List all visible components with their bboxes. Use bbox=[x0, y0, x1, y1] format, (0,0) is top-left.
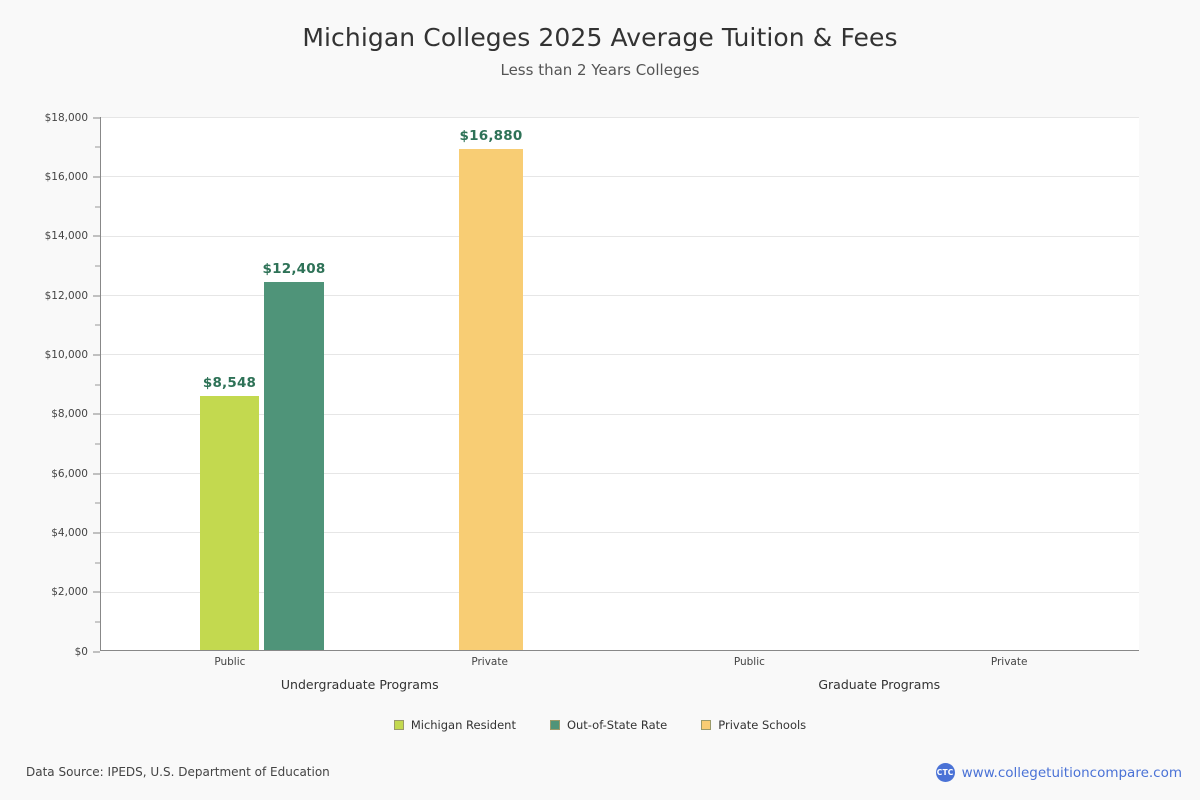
y-tick-mark bbox=[93, 591, 100, 593]
y-tick-mark bbox=[93, 235, 100, 237]
x-group-label: Undergraduate Programs bbox=[280, 677, 439, 692]
brand-footer[interactable]: CTC www.collegetuitioncompare.com bbox=[935, 763, 1182, 782]
y-tick-mark bbox=[93, 651, 100, 652]
gridline bbox=[101, 591, 1139, 593]
y-minor-tick-mark bbox=[95, 324, 100, 326]
legend-swatch-icon bbox=[701, 720, 712, 730]
y-axis: $0 $2,000 $4,000 $6,000 $8,000 $10,000 $12,000… bbox=[0, 112, 100, 658]
y-tick-label: $6,000 bbox=[51, 467, 88, 480]
y-tick-mark bbox=[93, 117, 100, 118]
y-minor-tick-mark bbox=[95, 562, 100, 563]
y-tick-label: $8,000 bbox=[51, 408, 88, 421]
gridline bbox=[101, 473, 1139, 474]
chart-header: Michigan Colleges 2025 Average Tuition &… bbox=[0, 0, 1200, 79]
legend-item[interactable]: Michigan Resident bbox=[393, 718, 516, 732]
x-tick-label: Private bbox=[990, 656, 1028, 668]
y-tick-mark bbox=[93, 413, 100, 415]
y-tick-mark bbox=[93, 295, 100, 296]
legend-swatch-icon bbox=[393, 720, 404, 730]
y-minor-tick-mark bbox=[95, 206, 100, 207]
gridline bbox=[101, 117, 1139, 118]
y-tick-label: $0 bbox=[74, 645, 88, 658]
legend-item[interactable]: Private Schools bbox=[701, 718, 806, 732]
y-tick-label: $2,000 bbox=[51, 586, 88, 599]
chart-subtitle: Less than 2 Years Colleges bbox=[500, 60, 700, 79]
y-tick-mark bbox=[93, 176, 100, 178]
brand-url-link[interactable]: www.collegetuitioncompare.com bbox=[961, 764, 1182, 781]
x-tick-label: Public bbox=[733, 656, 765, 668]
x-tick-label: Private bbox=[471, 656, 508, 668]
x-tick-label: Public bbox=[214, 656, 246, 668]
gridline bbox=[101, 532, 1139, 534]
gridline bbox=[101, 295, 1139, 296]
y-minor-tick-mark bbox=[95, 502, 100, 504]
y-minor-tick-mark bbox=[95, 265, 100, 267]
bar-value-label: $12,408 bbox=[262, 260, 326, 277]
bar-value-label: $8,548 bbox=[202, 375, 257, 392]
y-tick-label: $4,000 bbox=[51, 526, 88, 539]
legend-label: Michigan Resident bbox=[410, 718, 516, 732]
chart-legend: Michigan Resident Out-of-State Rate Privat… bbox=[0, 718, 1200, 732]
y-minor-tick-mark bbox=[95, 384, 100, 385]
chart-title: Michigan Colleges 2025 Average Tuition &… bbox=[302, 23, 898, 52]
y-minor-tick-mark bbox=[95, 146, 100, 148]
x-group-label: Graduate Programs bbox=[818, 677, 941, 692]
y-tick-mark bbox=[93, 354, 100, 356]
plot-area: $8,548 $12,408 $16,880 bbox=[100, 117, 1139, 651]
y-tick-label: $14,000 bbox=[44, 230, 88, 243]
legend-label: Private Schools bbox=[718, 718, 807, 732]
bar[interactable] bbox=[459, 149, 523, 650]
y-tick-mark bbox=[93, 473, 100, 474]
gridline bbox=[101, 176, 1139, 178]
gridline bbox=[101, 354, 1139, 356]
legend-item[interactable]: Out-of-State Rate bbox=[549, 718, 668, 732]
y-tick-label: $12,000 bbox=[44, 289, 88, 302]
y-tick-label: $16,000 bbox=[44, 170, 88, 183]
data-source-note: Data Source: IPEDS, U.S. Department of E… bbox=[26, 765, 330, 779]
bar[interactable] bbox=[200, 396, 259, 650]
gridline bbox=[101, 413, 1139, 415]
ctc-logo-icon: CTC bbox=[935, 763, 955, 782]
gridline bbox=[101, 235, 1139, 237]
y-tick-label: $18,000 bbox=[44, 111, 88, 124]
y-tick-label: $10,000 bbox=[44, 348, 88, 361]
legend-label: Out-of-State Rate bbox=[566, 718, 668, 732]
y-tick-mark bbox=[93, 532, 100, 534]
y-minor-tick-mark bbox=[95, 621, 100, 623]
bar-value-label: $16,880 bbox=[459, 128, 523, 145]
legend-swatch-icon bbox=[549, 720, 560, 730]
y-minor-tick-mark bbox=[95, 443, 100, 445]
bar[interactable] bbox=[264, 281, 324, 650]
x-axis: Public Private Public Private Undergraduate … bbox=[100, 652, 1139, 712]
